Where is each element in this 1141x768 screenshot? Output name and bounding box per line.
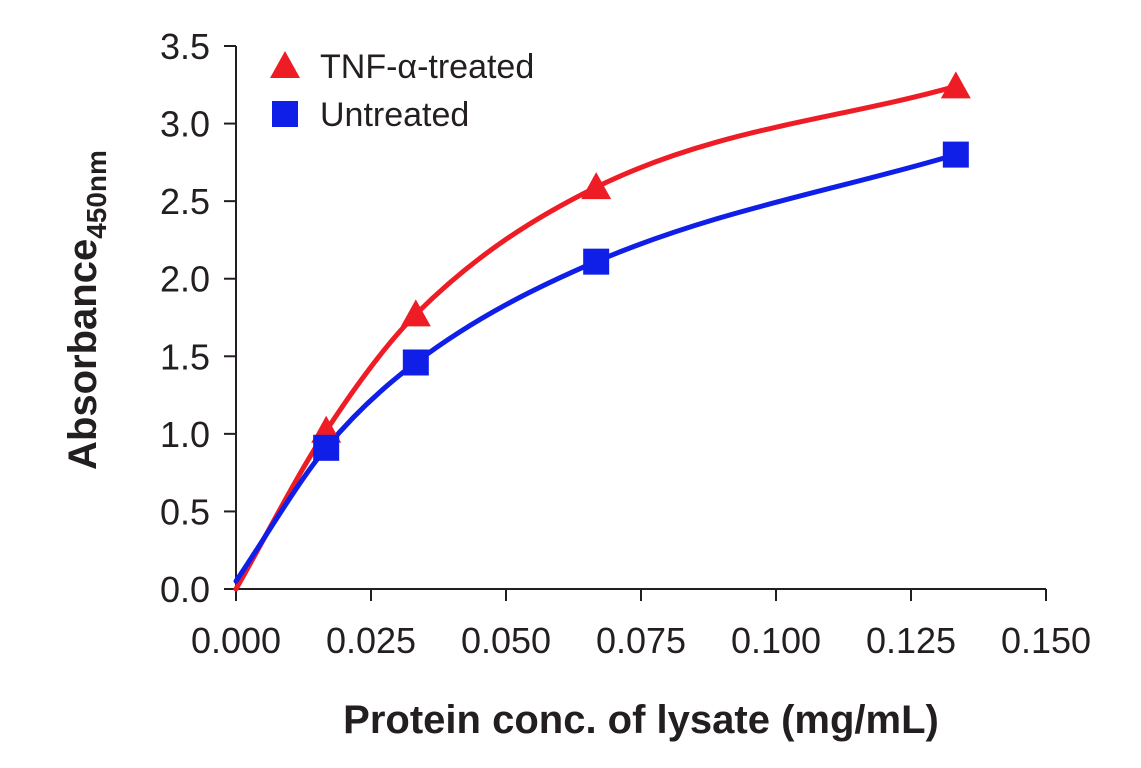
data-markers <box>311 71 971 461</box>
square-marker <box>942 141 969 168</box>
legend: TNF-α-treated Untreated <box>270 48 534 134</box>
y-tick-label: 0.5 <box>160 491 210 532</box>
legend-label: Untreated <box>320 96 469 134</box>
x-tick-label: 0.075 <box>596 620 686 661</box>
legend-square-icon <box>272 101 298 127</box>
triangle-marker <box>940 71 971 99</box>
y-axis: 0.0 0.5 1.0 1.5 2.0 2.5 3.0 3.5 <box>160 26 237 610</box>
triangle-marker <box>581 172 612 200</box>
y-axis-title-subscript: 450nm <box>81 150 112 239</box>
legend-triangle-icon <box>270 51 300 78</box>
x-tick-label: 0.100 <box>731 620 821 661</box>
triangle-marker <box>400 299 431 327</box>
x-tick-label: 0.050 <box>461 620 551 661</box>
x-axis: 0.000 0.025 0.050 0.075 0.100 0.125 0.150 <box>191 588 1091 661</box>
x-tick-label: 0.125 <box>866 620 956 661</box>
y-tick-label: 3.5 <box>160 26 210 67</box>
y-tick-label: 1.5 <box>160 336 210 377</box>
square-marker <box>402 349 429 376</box>
y-tick-label: 3.0 <box>160 104 210 145</box>
square-marker <box>313 434 340 461</box>
x-axis-title: Protein conc. of lysate (mg/mL) <box>343 698 939 742</box>
fit-curves <box>233 83 959 592</box>
y-axis-title-main: Absorbance <box>61 239 105 470</box>
y-tick-label: 2.0 <box>160 259 210 300</box>
legend-label: TNF-α-treated <box>320 48 534 86</box>
square-marker <box>583 248 610 275</box>
x-tick-label: 0.025 <box>326 620 416 661</box>
y-tick-label: 0.0 <box>160 569 210 610</box>
series-line-2 <box>233 152 959 584</box>
y-axis-title: Absorbance450nm <box>61 150 112 470</box>
x-tick-label: 0.000 <box>191 620 281 661</box>
y-tick-label: 1.0 <box>160 414 210 455</box>
y-tick-label: 2.5 <box>160 181 210 222</box>
series-line-1 <box>233 83 959 592</box>
x-tick-label: 0.150 <box>1001 620 1091 661</box>
